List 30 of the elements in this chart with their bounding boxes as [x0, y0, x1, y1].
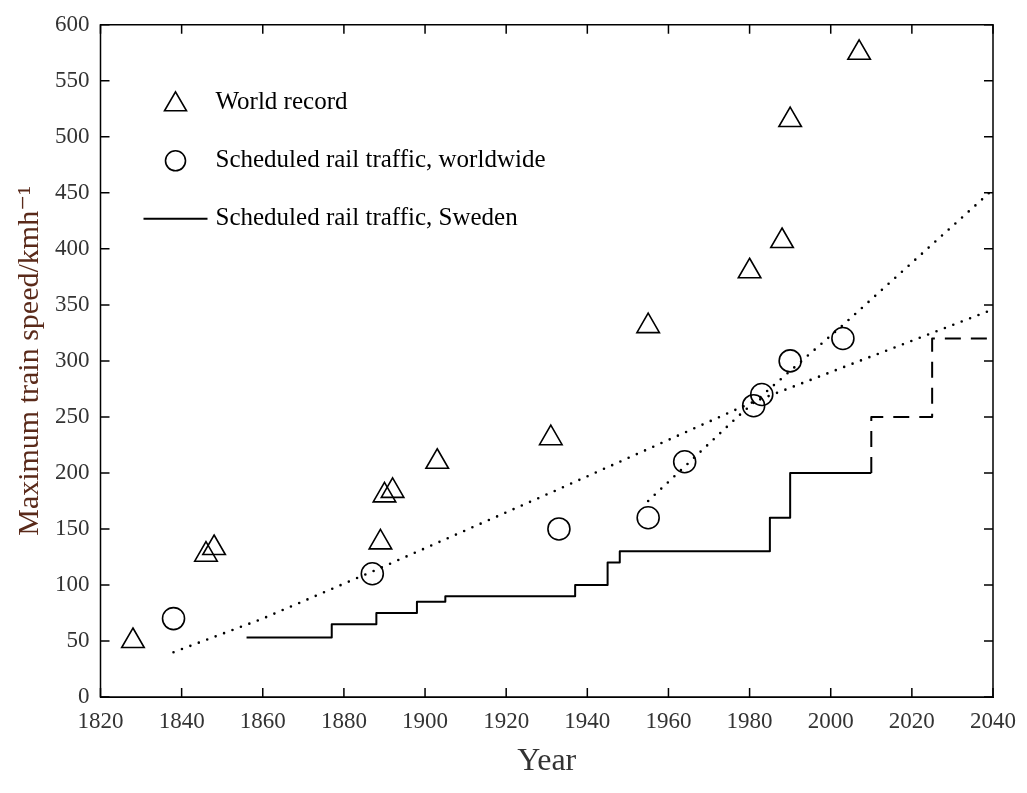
y-tick-label: 150 [55, 515, 90, 540]
y-tick-label: 0 [78, 683, 90, 709]
x-tick-label: 2040 [970, 707, 1016, 733]
x-tick-label: 1840 [158, 707, 205, 733]
y-tick-label: 250 [55, 402, 90, 428]
x-tick-label: 1860 [239, 707, 286, 733]
y-tick-label: 350 [55, 290, 90, 316]
y-tick-label: 500 [55, 122, 90, 148]
legend-label: Scheduled rail traffic, Sweden [215, 203, 519, 231]
legend-label: Scheduled rail traffic, worldwide [215, 145, 546, 173]
x-tick-label: 1980 [726, 707, 773, 733]
y-tick-label: 300 [55, 346, 90, 372]
y-tick-label: 100 [55, 571, 90, 597]
y-axis-title: Maximum train speed/kmh⁻¹ [10, 186, 44, 536]
y-tick-label: 400 [55, 234, 90, 260]
y-tick-label: 200 [55, 458, 90, 484]
x-tick-label: 1900 [402, 707, 449, 733]
y-tick-label: 450 [55, 178, 90, 204]
x-tick-label: 2000 [807, 707, 854, 733]
x-tick-label: 1880 [320, 707, 367, 733]
y-tick-label: 600 [55, 10, 90, 36]
x-tick-label: 1960 [645, 707, 692, 733]
x-tick-label: 1920 [483, 707, 530, 733]
y-tick-label: 550 [55, 66, 90, 92]
x-tick-label: 2020 [888, 707, 935, 733]
x-tick-label: 1940 [564, 707, 611, 733]
y-tick-label: 50 [66, 627, 90, 653]
legend-label: World record [215, 87, 348, 115]
x-axis-title: Year [517, 741, 577, 778]
x-tick-label: 1820 [77, 707, 124, 733]
